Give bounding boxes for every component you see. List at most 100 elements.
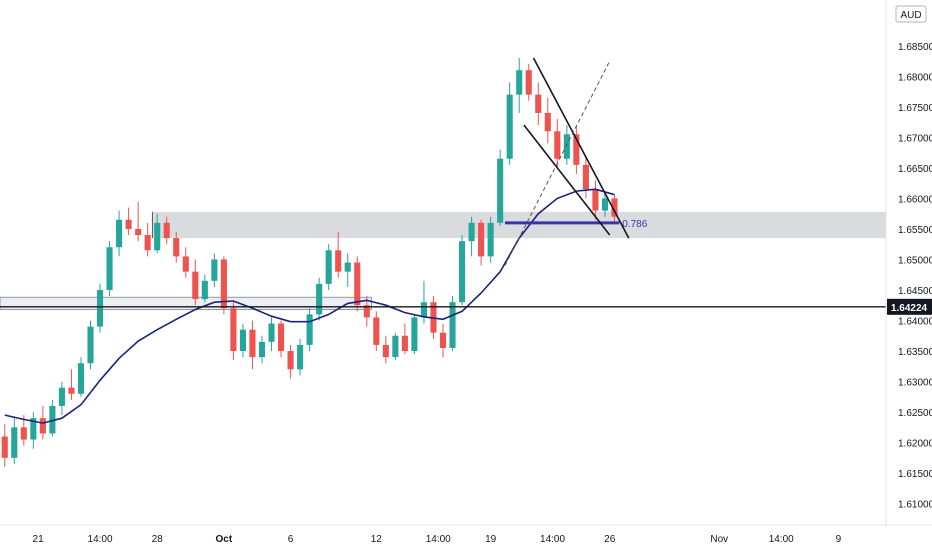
candle <box>239 323 246 358</box>
candle-body <box>506 94 513 159</box>
channel-trendline <box>532 57 630 239</box>
resistance-zone-layer <box>151 211 886 239</box>
candle-body <box>39 418 46 434</box>
candle <box>230 302 237 361</box>
candle <box>306 308 313 352</box>
candle-body <box>392 335 399 358</box>
candle <box>325 244 332 290</box>
candle-body <box>49 405 56 434</box>
candle <box>49 399 56 437</box>
candle-body <box>535 94 542 113</box>
current-price-tag: 1.64224 <box>887 298 932 315</box>
candle-body <box>573 134 580 165</box>
channel-trendline <box>523 124 611 236</box>
current-price-tag-bg <box>887 298 932 315</box>
price-tick-label: 1.68500 <box>898 42 932 53</box>
candle <box>106 241 113 297</box>
candle-body <box>354 262 361 306</box>
candle-body <box>135 228 142 236</box>
candle <box>601 192 609 217</box>
candle-body <box>363 305 370 318</box>
candle-body <box>287 351 294 370</box>
candle-body <box>487 222 494 257</box>
candle <box>268 317 275 352</box>
price-tick-label: 1.68000 <box>898 72 932 83</box>
candle-body <box>268 323 275 342</box>
candle <box>77 357 85 397</box>
candle-body <box>373 317 380 345</box>
candle <box>68 369 75 400</box>
candle <box>135 201 142 242</box>
candle-body <box>277 323 285 352</box>
time-tick-label: 6 <box>288 534 294 545</box>
candle-body <box>201 280 208 300</box>
candle <box>382 335 389 364</box>
candle-body <box>211 259 218 281</box>
candle <box>58 381 65 416</box>
candle <box>392 332 399 361</box>
candle <box>154 213 161 254</box>
candle-body <box>20 427 27 440</box>
candle <box>525 64 532 101</box>
price-axis[interactable]: 1.68500 1.68000 1.67500 1.67000 1.66500 1.660… <box>898 42 932 511</box>
time-tick-label: Nov <box>710 534 728 545</box>
candle <box>344 253 351 287</box>
candle <box>592 180 599 220</box>
candle-body <box>30 418 37 440</box>
candle <box>87 320 94 370</box>
candle <box>363 296 370 327</box>
candle-body <box>544 112 551 132</box>
price-tick-label: 1.65000 <box>898 255 932 266</box>
candle <box>554 119 561 168</box>
candle <box>468 216 475 257</box>
time-tick-label: 28 <box>152 534 164 545</box>
candle <box>11 418 18 464</box>
candle-body <box>220 259 227 309</box>
candle-body <box>592 189 599 211</box>
candles-layer <box>1 57 618 468</box>
candle-body <box>306 314 313 345</box>
currency-label: AUD <box>900 10 921 21</box>
candle <box>211 253 218 287</box>
candle-body <box>344 262 351 272</box>
candle-body <box>563 134 570 159</box>
drawings-layer: 0.786 <box>0 57 886 308</box>
candle <box>401 323 408 355</box>
candle <box>487 216 494 263</box>
candle <box>544 97 551 144</box>
candle <box>30 412 37 449</box>
time-tick-label: 12 <box>371 534 383 545</box>
candle-body <box>439 332 447 348</box>
candle-body <box>516 70 523 95</box>
price-tick-label: 1.61000 <box>898 500 932 511</box>
candle <box>516 57 523 113</box>
candle <box>125 207 132 236</box>
candle-body <box>325 250 332 284</box>
currency-badge[interactable]: AUD <box>895 5 927 23</box>
candle-body <box>163 222 170 239</box>
candle-body <box>335 250 342 272</box>
candle <box>297 338 304 376</box>
time-axis[interactable]: 21 14:00 28 Oct 6 12 14:00 19 14:00 26 Nov 14:00 9 <box>33 534 842 545</box>
candle-body <box>316 283 323 315</box>
candle-body <box>154 222 161 251</box>
candle-body <box>525 70 532 95</box>
candle <box>96 283 104 333</box>
candle-body <box>77 363 85 394</box>
time-tick-label: 14:00 <box>426 534 451 545</box>
candle-body <box>297 344 304 370</box>
candle-body <box>11 427 18 458</box>
candle <box>192 259 199 306</box>
candle-body <box>420 302 427 318</box>
resistance-zone <box>152 211 886 239</box>
candle <box>201 274 208 303</box>
candle <box>173 231 180 263</box>
support-box-layer <box>0 296 373 311</box>
candle-body <box>468 222 475 242</box>
candle-body <box>401 335 408 352</box>
candle <box>459 235 466 306</box>
price-tick-label: 1.67000 <box>898 133 932 144</box>
